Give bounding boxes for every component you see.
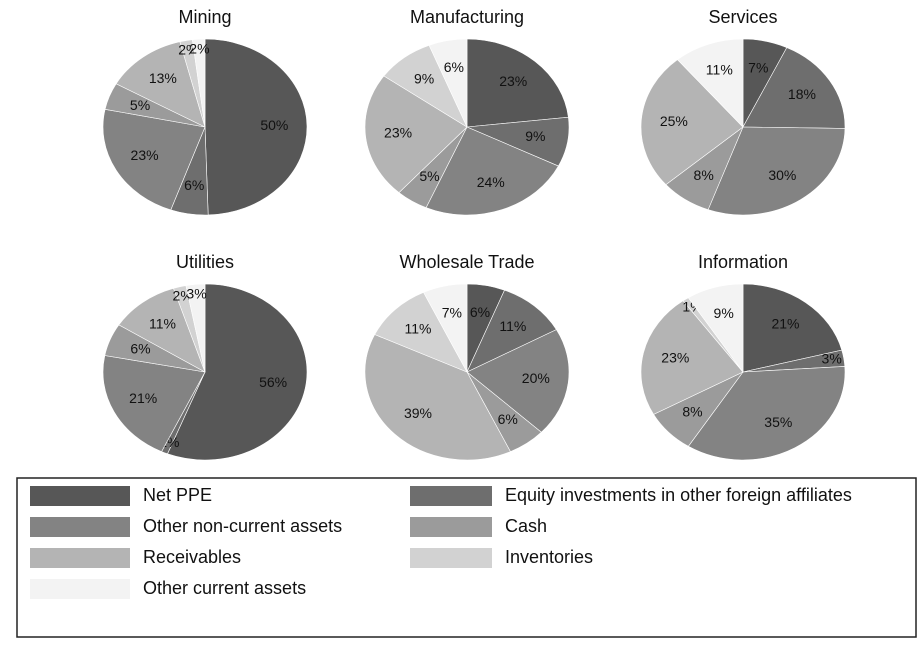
pie-slice — [364, 334, 511, 461]
pie-slice — [192, 38, 206, 128]
slice-label: 8% — [682, 404, 702, 420]
pie-slice — [423, 283, 468, 373]
slice-label: 11% — [499, 318, 526, 334]
legend-label: Receivables — [143, 547, 241, 567]
slice-label: 9% — [525, 128, 545, 144]
pie-slice — [466, 38, 569, 128]
legend-swatch — [30, 486, 130, 506]
pie-title: Information — [698, 252, 788, 272]
slice-label: 23% — [384, 124, 412, 140]
slice-label: 23% — [499, 73, 527, 89]
slice-label: 7% — [748, 59, 768, 75]
slice-label: 56% — [259, 374, 287, 390]
slice-label: 6% — [470, 304, 490, 320]
pie-slice — [204, 38, 308, 216]
slice-label: 2% — [189, 40, 209, 56]
legend-swatch — [410, 548, 492, 568]
legend-label: Other non-current assets — [143, 516, 342, 536]
pie-slice — [687, 366, 846, 461]
pie-slice — [118, 287, 206, 373]
legend-label: Cash — [505, 516, 547, 536]
pie-slice — [425, 126, 559, 216]
pie-slice — [707, 126, 846, 216]
pie-slice — [374, 291, 468, 373]
pie-title: Wholesale Trade — [399, 252, 534, 272]
legend-label: Other current assets — [143, 578, 306, 598]
slice-label: 23% — [661, 350, 689, 366]
pie-title: Utilities — [176, 252, 234, 272]
legend-label: Inventories — [505, 547, 593, 567]
slice-label: 11% — [706, 61, 733, 77]
pie-title: Manufacturing — [410, 7, 524, 27]
slice-label: 5% — [130, 97, 150, 113]
slice-label: 13% — [149, 70, 177, 86]
legend-swatch — [30, 548, 130, 568]
pie-title: Services — [708, 7, 777, 27]
pie-slice — [185, 283, 206, 373]
pie-slice — [640, 300, 744, 415]
slice-label: 9% — [714, 305, 734, 321]
slice-label: 18% — [788, 86, 816, 102]
slice-label: 21% — [129, 390, 157, 406]
slice-label: 8% — [694, 167, 714, 183]
pie-slice — [102, 108, 206, 211]
slice-label: 11% — [149, 315, 176, 331]
slice-label: 25% — [660, 113, 688, 129]
slice-label: 23% — [131, 147, 159, 163]
slice-label: 3% — [822, 351, 842, 367]
pie-slice — [742, 47, 846, 129]
slice-label: 6% — [498, 411, 518, 427]
legend-swatch — [410, 486, 492, 506]
pie-slice — [364, 75, 468, 193]
pie-slice — [428, 38, 468, 128]
pie-slice — [167, 283, 308, 461]
pie-slice — [466, 289, 557, 373]
legend-swatch — [30, 517, 130, 537]
slice-label: 6% — [130, 341, 150, 357]
slice-label: 24% — [477, 174, 505, 190]
pie-slice — [466, 329, 570, 433]
pie-slice — [115, 41, 206, 128]
slice-label: 39% — [404, 405, 432, 421]
pie-slice — [640, 59, 744, 186]
slice-label: 9% — [414, 71, 434, 87]
slice-label: 11% — [404, 320, 431, 336]
legend-label: Equity investments in other foreign affi… — [505, 485, 852, 505]
legend-label: Net PPE — [143, 485, 212, 505]
slice-label: 3% — [186, 286, 206, 302]
slice-label: 35% — [764, 414, 792, 430]
pie-slice — [102, 355, 206, 453]
slice-label: 21% — [771, 315, 799, 331]
slice-label: 6% — [444, 59, 464, 75]
slice-label: 5% — [419, 168, 439, 184]
slice-label: 20% — [522, 370, 550, 386]
legend-box — [16, 477, 917, 638]
pie-slice — [687, 283, 744, 373]
slice-label: 6% — [184, 177, 204, 193]
pie-slice — [742, 283, 843, 373]
slice-label: 30% — [768, 167, 796, 183]
pie-title: Mining — [178, 7, 231, 27]
pie-slice — [676, 38, 744, 128]
slice-label: 50% — [260, 117, 288, 133]
legend-swatch — [410, 517, 492, 537]
legend-swatch — [30, 579, 130, 599]
slice-label: 7% — [442, 304, 462, 320]
